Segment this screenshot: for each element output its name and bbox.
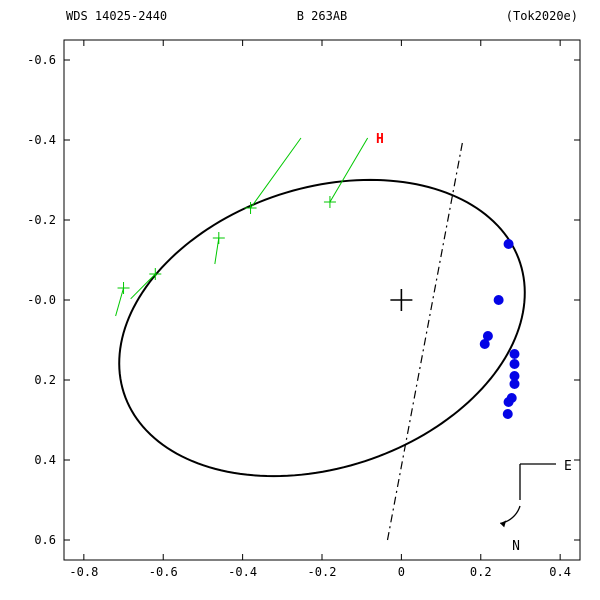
xtick-label: -0.8 — [69, 565, 98, 579]
obs-point — [480, 339, 490, 349]
obs-point — [510, 349, 520, 359]
ytick-label: -0.0 — [27, 293, 56, 307]
obs-point — [504, 397, 514, 407]
ytick-label: -0.4 — [27, 133, 56, 147]
header-center: B 263AB — [297, 9, 348, 23]
ytick-label: 0.6 — [34, 533, 56, 547]
header-right: (Tok2020e) — [506, 9, 578, 23]
obs-point — [510, 379, 520, 389]
ytick-label: -0.6 — [27, 53, 56, 67]
ytick-label: 0.4 — [34, 453, 56, 467]
compass-label-n: N — [512, 539, 520, 554]
xtick-label: -0.4 — [228, 565, 257, 579]
obs-point — [504, 239, 514, 249]
obs-point — [510, 359, 520, 369]
obs-point — [503, 409, 513, 419]
plot-bg — [0, 0, 600, 600]
header-left: WDS 14025-2440 — [66, 9, 167, 23]
marker-h: H — [376, 132, 384, 147]
ytick-label: -0.2 — [27, 213, 56, 227]
compass-label-e: E — [564, 459, 572, 474]
ytick-label: 0.2 — [34, 373, 56, 387]
xtick-label: -0.2 — [308, 565, 337, 579]
obs-point — [494, 295, 504, 305]
xtick-label: 0 — [398, 565, 405, 579]
xtick-label: 0.4 — [549, 565, 571, 579]
xtick-label: 0.2 — [470, 565, 492, 579]
xtick-label: -0.6 — [149, 565, 178, 579]
